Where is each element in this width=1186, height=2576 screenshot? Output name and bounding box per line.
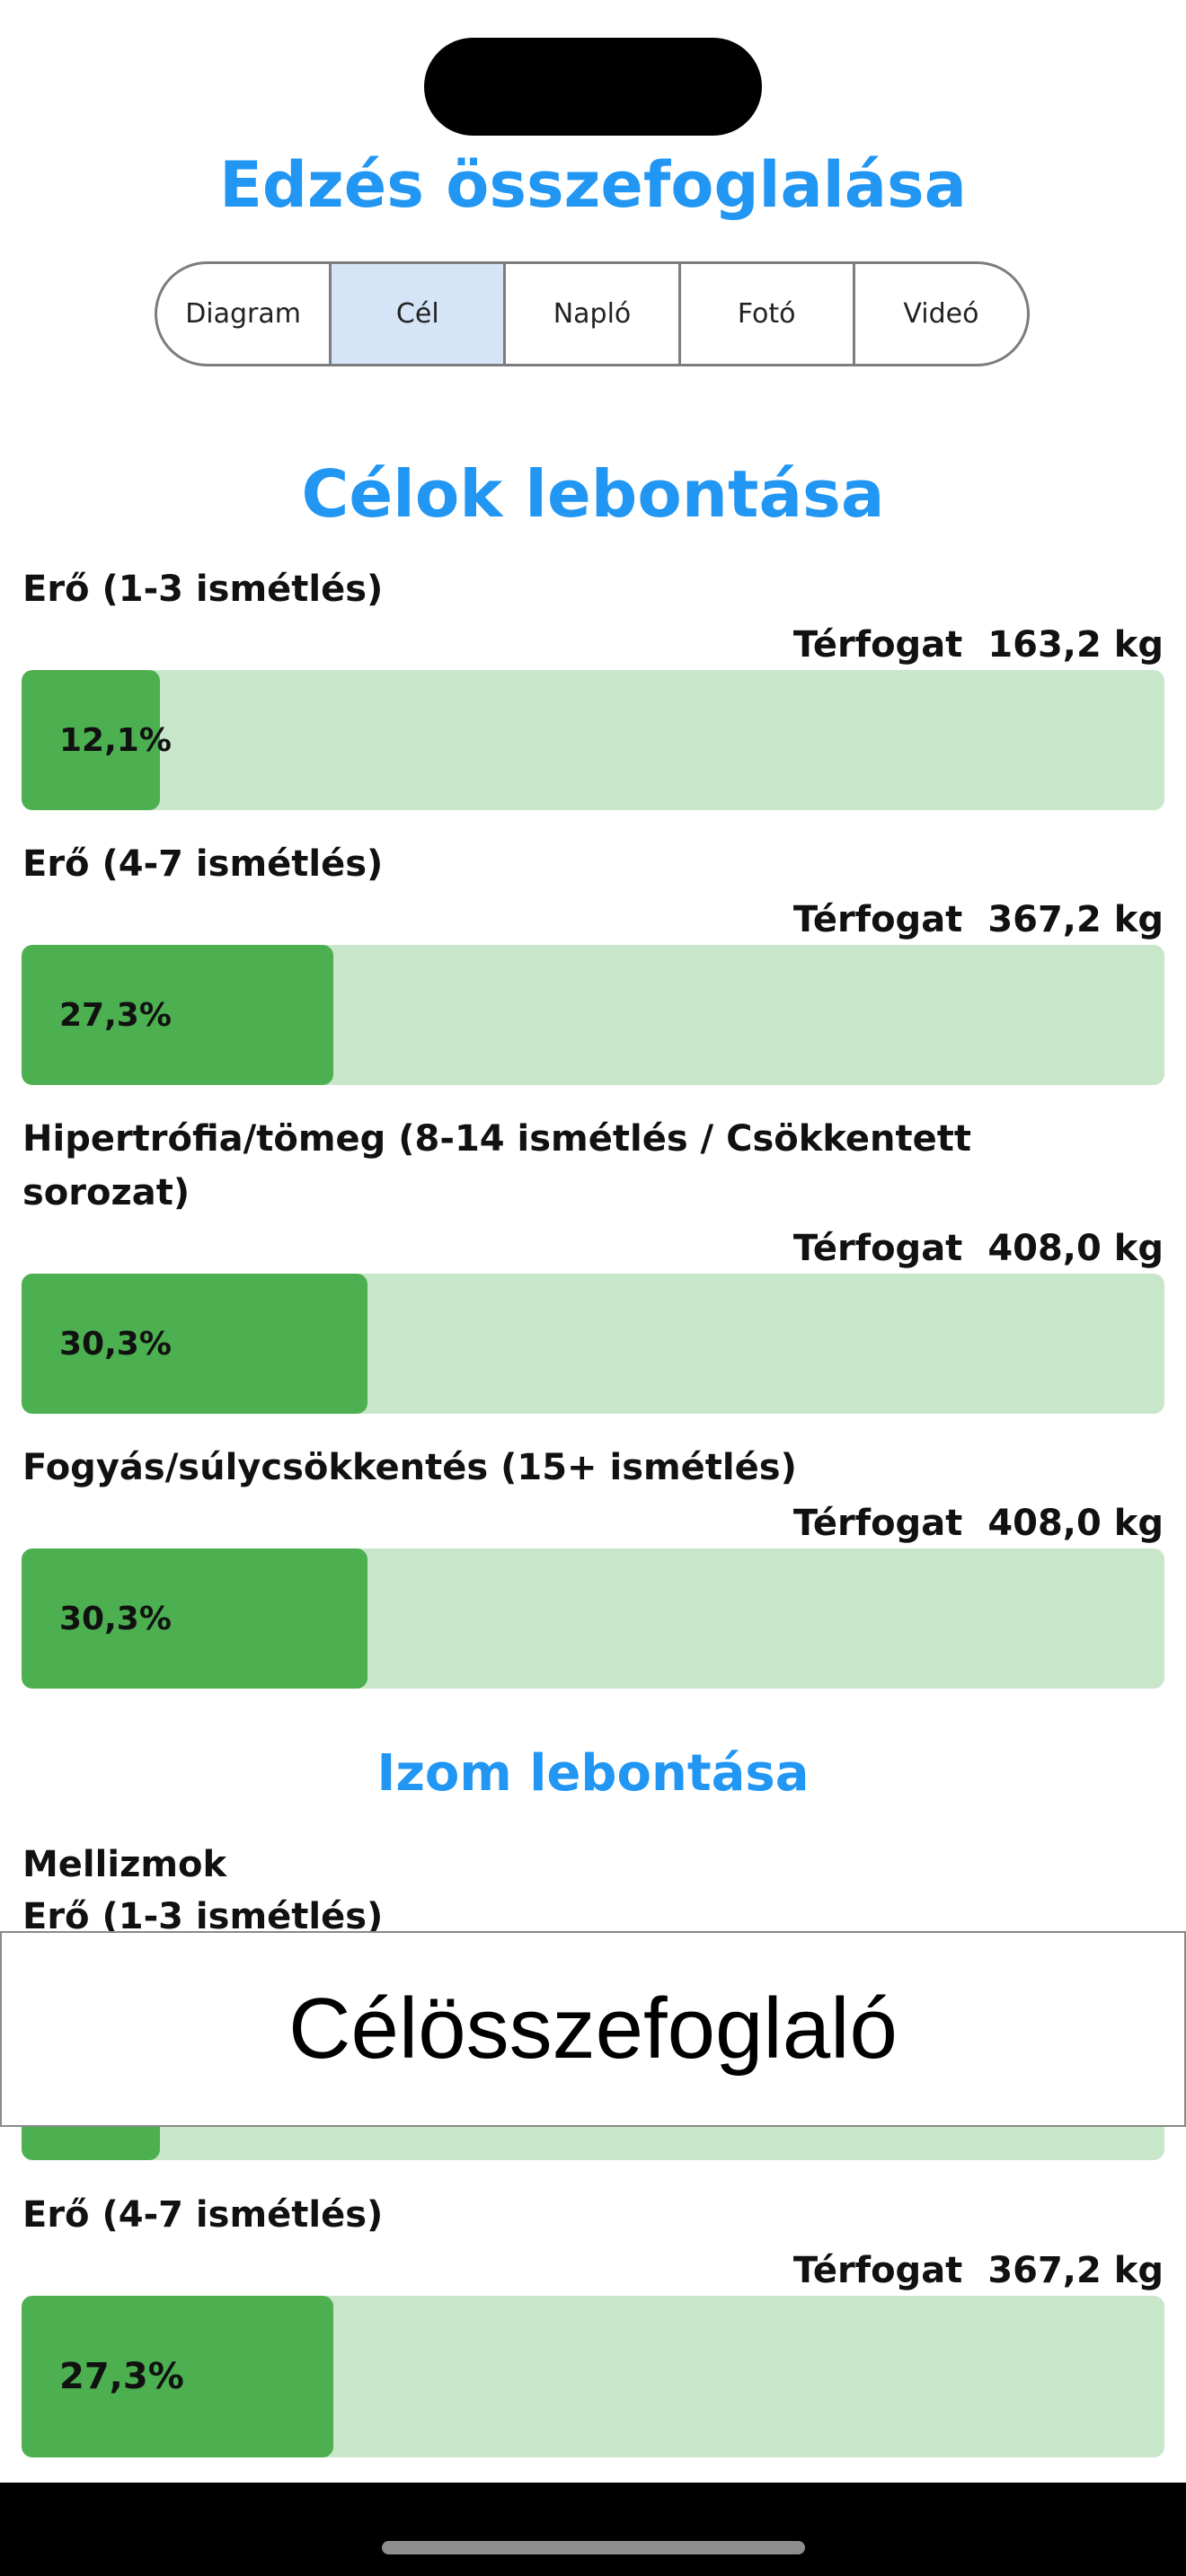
volume-label: Térfogat	[792, 624, 963, 666]
goal-progress-fill	[22, 2296, 334, 2457]
home-indicator[interactable]	[382, 2541, 805, 2554]
volume-label: Térfogat	[792, 2250, 963, 2291]
volume-label: Térfogat	[792, 899, 963, 940]
goal-progress-percent: 30,3%	[59, 1325, 172, 1363]
goal-progress-bar: 27,3%	[22, 2296, 1164, 2457]
tab-diagram[interactable]: Diagram	[185, 298, 301, 330]
goal-progress-fill	[22, 670, 160, 810]
goal-label: Erő (1-3 ismétlés)	[22, 569, 384, 610]
volume-label: Térfogat	[792, 1228, 963, 1269]
volume-label: Térfogat	[792, 1503, 963, 1544]
volume-value: 408,0 kg	[987, 1503, 1164, 1544]
goal-summary-banner: Célösszefoglaló	[0, 1931, 1186, 2127]
goal-progress-fill	[22, 1274, 368, 1414]
muscle-group-name: Mellizmok	[22, 1844, 227, 1885]
goal-progress-bar: 30,3%	[22, 1274, 1164, 1414]
goal-progress-percent: 12,1%	[59, 721, 172, 759]
goal-label: Erő (1-3 ismétlés)	[22, 1896, 384, 1937]
volume-value: 163,2 kg	[987, 624, 1164, 666]
goal-volume: Térfogat 367,2 kg	[793, 893, 1164, 947]
goal-volume: Térfogat 367,2 kg	[793, 2244, 1164, 2298]
goals-section-title: Célok lebontása	[301, 456, 885, 532]
goal-volume: Térfogat 408,0 kg	[793, 1222, 1164, 1275]
goal-progress-percent: 27,3%	[59, 996, 172, 1034]
dynamic-island	[424, 38, 762, 136]
view-tab-bar: Diagram Cél Napló Fotó Videó	[155, 261, 1030, 366]
goal-progress-bar: 12,1%	[22, 670, 1164, 810]
tab-video[interactable]: Videó	[852, 264, 1027, 364]
goal-progress-percent: 27,3%	[59, 2356, 184, 2397]
goal-progress-fill	[22, 945, 334, 1085]
goal-volume: Térfogat 408,0 kg	[793, 1496, 1164, 1550]
tab-photo[interactable]: Fotó	[677, 264, 853, 364]
goal-progress-percent: 30,3%	[59, 1600, 172, 1637]
goal-label: Erő (4-7 ismétlés)	[22, 843, 384, 885]
goal-label: Erő (4-7 ismétlés)	[22, 2194, 384, 2236]
goal-volume: Térfogat 163,2 kg	[793, 618, 1164, 672]
tab-goal[interactable]: Cél	[329, 264, 504, 364]
volume-value: 408,0 kg	[987, 1228, 1164, 1269]
volume-value: 367,2 kg	[987, 2250, 1164, 2291]
muscle-section-title: Izom lebontása	[376, 1744, 810, 1803]
home-bar-area	[0, 2483, 1186, 2576]
goal-progress-bar: 27,3%	[22, 945, 1164, 1085]
page-title: Edzés összefoglalása	[219, 148, 967, 222]
goal-progress-fill	[22, 1548, 368, 1689]
tab-log[interactable]: Napló	[503, 264, 677, 364]
goal-label: Fogyás/súlycsökkentés (15+ ismétlés)	[22, 1447, 797, 1488]
goal-label: Hipertrófia/tömeg (8-14 ismétlés / Csökk…	[22, 1118, 971, 1213]
volume-value: 367,2 kg	[987, 899, 1164, 940]
goal-progress-bar: 30,3%	[22, 1548, 1164, 1689]
